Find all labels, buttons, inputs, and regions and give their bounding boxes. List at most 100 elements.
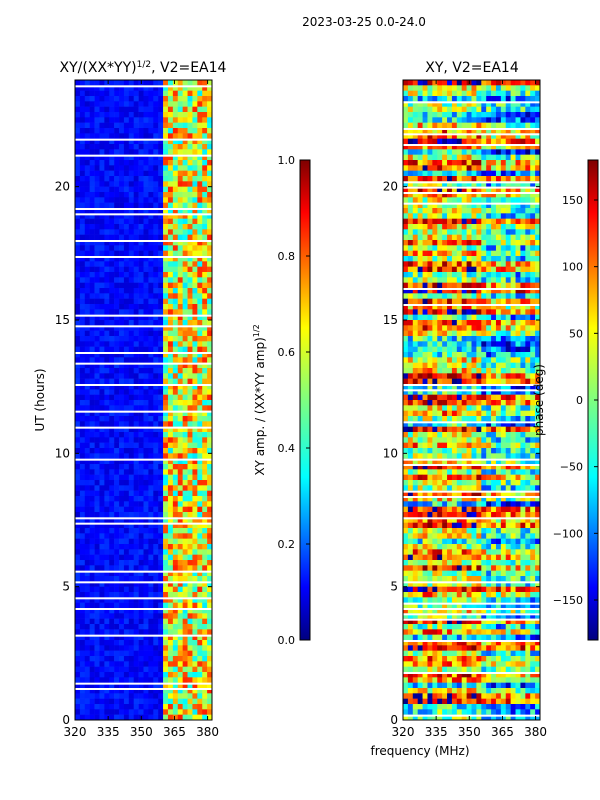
heatmap-cell	[466, 288, 472, 294]
heatmap-cell	[451, 250, 458, 257]
heatmap-cell	[99, 149, 105, 155]
heatmap-cell	[114, 197, 120, 203]
heatmap-cell	[520, 346, 526, 353]
heatmap-cell	[84, 480, 90, 486]
heatmap-cell	[456, 192, 463, 198]
heatmap-cell	[476, 298, 482, 305]
heatmap-cell	[143, 400, 149, 406]
heatmap-cell	[172, 693, 179, 699]
heatmap-cell	[133, 85, 139, 91]
heatmap-cell	[79, 549, 86, 555]
heatmap-cell	[158, 421, 164, 427]
heatmap-cell	[75, 592, 81, 598]
heatmap-cell	[104, 421, 110, 427]
heatmap-cell	[182, 154, 188, 161]
heatmap-cell	[158, 698, 164, 705]
heatmap-cell	[505, 245, 511, 251]
heatmap-cell	[99, 170, 105, 177]
heatmap-cell	[104, 586, 110, 593]
heatmap-cell	[412, 330, 418, 337]
heatmap-cell	[187, 362, 193, 369]
heatmap-cell	[535, 106, 541, 113]
heatmap-cell	[187, 714, 193, 721]
heatmap-cell	[89, 133, 95, 139]
heatmap-cell	[422, 298, 428, 305]
heatmap-cell	[432, 149, 438, 155]
heatmap-cell	[481, 256, 487, 262]
heatmap-cell	[114, 101, 120, 107]
heatmap-cell	[109, 240, 115, 246]
heatmap-cell	[143, 661, 149, 667]
heatmap-cell	[153, 496, 159, 502]
heatmap-cell	[525, 165, 531, 171]
heatmap-cell	[114, 378, 120, 385]
heatmap-cell	[525, 138, 531, 145]
heatmap-cell	[99, 298, 105, 305]
heatmap-cell	[447, 314, 453, 321]
heatmap-cell	[128, 485, 135, 491]
heatmap-cell	[407, 346, 414, 353]
heatmap-cell	[138, 666, 144, 673]
heatmap-cell	[148, 138, 154, 145]
heatmap-cell	[167, 266, 174, 273]
heatmap-cell	[114, 298, 120, 305]
heatmap-cell	[89, 474, 95, 481]
heatmap-cell	[481, 117, 487, 123]
heatmap-cell	[187, 581, 193, 587]
heatmap-cell	[84, 357, 90, 363]
heatmap-cell	[128, 709, 135, 715]
heatmap-cell	[412, 320, 418, 326]
heatmap-cell	[123, 624, 130, 630]
heatmap-cell	[84, 352, 90, 358]
heatmap-cell	[447, 122, 453, 129]
heatmap-cell	[163, 208, 169, 214]
heatmap-cell	[84, 512, 90, 518]
heatmap-cell	[510, 224, 516, 230]
heatmap-cell	[148, 218, 154, 225]
heatmap-cell	[447, 165, 453, 171]
heatmap-cell	[84, 149, 90, 155]
heatmap-cell	[153, 80, 159, 86]
heatmap-cell	[128, 314, 135, 321]
heatmap-cell	[495, 304, 502, 310]
heatmap-cell	[114, 170, 120, 177]
heatmap-cell	[495, 362, 502, 369]
heatmap-cell	[114, 586, 120, 593]
heatmap-cell	[163, 586, 169, 593]
heatmap-cell	[99, 490, 105, 497]
heatmap-cell	[119, 218, 125, 225]
heatmap-cell	[167, 288, 174, 294]
heatmap-cell	[123, 261, 130, 267]
heatmap-cell	[192, 704, 198, 710]
heatmap-cell	[407, 117, 414, 123]
heatmap-cell	[535, 80, 541, 86]
heatmap-cell	[530, 202, 536, 209]
heatmap-cell	[412, 250, 418, 257]
heatmap-cell	[451, 202, 458, 209]
heatmap-cell	[119, 474, 125, 481]
heatmap-cell	[119, 704, 125, 710]
heatmap-cell	[177, 218, 183, 225]
heatmap-cell	[495, 256, 502, 262]
heatmap-cell	[109, 496, 115, 502]
heatmap-cell	[495, 96, 502, 102]
heatmap-cell	[525, 192, 531, 198]
heatmap-cell	[79, 453, 86, 459]
heatmap-cell	[403, 186, 409, 193]
heatmap-cell	[75, 656, 81, 662]
heatmap-cell	[476, 85, 482, 91]
heatmap-cell	[500, 266, 507, 273]
heatmap-cell	[84, 533, 90, 539]
heatmap-cell	[158, 464, 164, 470]
heatmap-cell	[84, 138, 90, 145]
heatmap-cell	[505, 357, 511, 363]
heatmap-cell	[158, 581, 164, 587]
heatmap-cell	[172, 144, 179, 150]
heatmap-cell	[133, 613, 139, 619]
heatmap-cell	[99, 346, 105, 353]
heatmap-cell	[187, 192, 193, 198]
heatmap-cell	[432, 96, 438, 102]
heatmap-cell	[197, 240, 203, 246]
heatmap-cell	[182, 506, 188, 513]
heatmap-cell	[525, 314, 531, 321]
